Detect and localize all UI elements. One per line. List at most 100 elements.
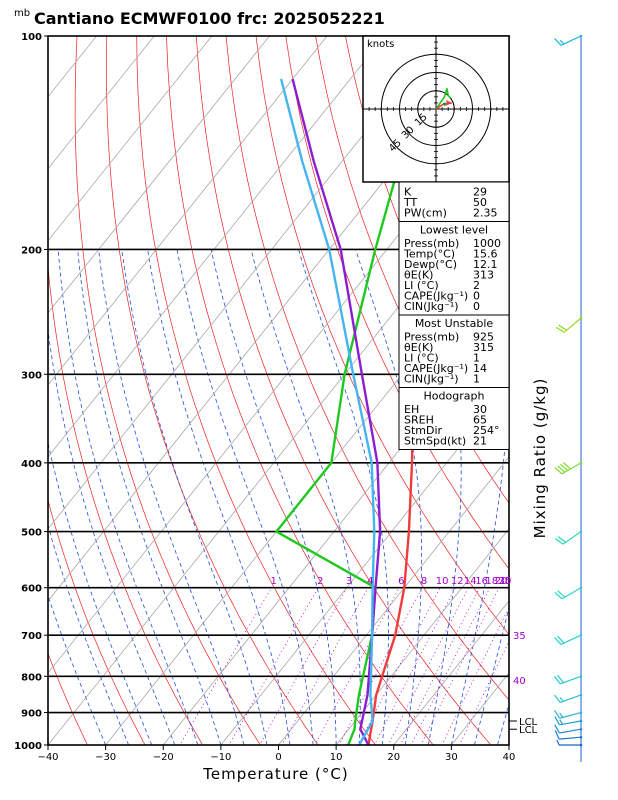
wind-barb-staff	[561, 587, 582, 600]
mixing-ratio-line	[314, 587, 400, 745]
wind-barb-feather	[554, 37, 562, 46]
hodograph-ring	[380, 53, 492, 165]
dry-adiabat-line	[554, 36, 618, 760]
moist-adiabat-line	[121, 249, 268, 745]
wind-barb-feather	[554, 730, 560, 740]
wind-barb-feather	[554, 710, 561, 719]
mixing-ratio-label: 18	[485, 576, 498, 587]
index-value: 313	[473, 269, 494, 282]
isotherm-line	[393, 600, 509, 745]
hodograph-ring	[417, 90, 455, 128]
wind-barb-dot	[579, 461, 583, 465]
wind-barb-staff	[563, 317, 582, 333]
index-section-header: Lowest level	[420, 224, 488, 237]
wind-barb-staff	[561, 462, 582, 475]
wind-barb-half-feather	[559, 696, 564, 702]
wind-barb	[554, 633, 583, 646]
wind-barb-dot	[579, 530, 583, 533]
index-section-box	[398, 181, 510, 222]
mixing-ratio-label: 25	[499, 576, 512, 587]
index-label: K	[404, 186, 412, 199]
wind-barb	[553, 674, 583, 685]
mixing-ratio-label: 16	[475, 576, 488, 587]
wind-barb-feather	[554, 591, 563, 600]
mixing-ratio-label: 3	[346, 576, 352, 587]
wind-barb-feather	[553, 676, 561, 685]
mixing-ratio-line	[259, 587, 348, 745]
dry-adiabat-line	[48, 263, 204, 745]
x-tick-label: 40	[503, 752, 516, 763]
wind-barb-dot	[579, 735, 583, 739]
index-value: 254°	[473, 424, 500, 437]
wind-barb-feather	[554, 637, 562, 645]
wind-barb-feather	[557, 590, 566, 598]
index-value: 30	[473, 403, 487, 416]
moist-adiabat-line	[210, 249, 337, 745]
wind-barb-staff	[559, 720, 582, 726]
wind-barb-half-feather	[556, 739, 560, 746]
wind-barb-feather	[563, 462, 571, 470]
dry-adiabat-line	[494, 36, 509, 78]
x-tick-label: 20	[387, 752, 400, 763]
dry-adiabat-line	[48, 498, 146, 745]
wind-barb-dot	[579, 316, 583, 320]
x-tick-label: −10	[210, 752, 231, 763]
wind-barb-dot	[579, 719, 583, 723]
wind-barb	[555, 316, 583, 333]
index-section-box	[398, 314, 510, 388]
dry-adiabat-line	[48, 652, 88, 745]
mixing-ratio-line	[441, 606, 509, 745]
mixing-ratio-label: 30	[499, 576, 512, 587]
profile-line	[291, 78, 382, 745]
wind-barb	[554, 730, 583, 740]
y-tick-label: 700	[21, 631, 42, 642]
mixing-ratio-label: 1	[270, 576, 276, 587]
mixing-ratio-line	[399, 587, 481, 745]
wind-barb	[554, 586, 583, 600]
wind-barb	[555, 530, 583, 545]
hodograph-arrowhead	[445, 99, 452, 106]
wind-barb-dot	[579, 727, 583, 731]
index-section-header: Most Unstable	[415, 317, 494, 330]
wind-barb-staff	[562, 531, 582, 545]
wind-barb-staff	[560, 694, 582, 704]
wind-barb-dot	[579, 743, 583, 747]
dry-adiabat-line	[285, 36, 509, 570]
index-label: TT	[403, 196, 418, 209]
dry-adiabat-line	[255, 36, 509, 636]
dry-adiabat-line	[584, 36, 618, 760]
y-tick-label: 1000	[14, 741, 42, 752]
y-tick-label: 300	[21, 370, 42, 381]
isotherm-line	[48, 36, 328, 386]
index-label: StmDir	[404, 424, 443, 437]
isotherm-line	[335, 528, 509, 745]
index-value: 315	[473, 341, 494, 354]
profile-line	[279, 78, 376, 745]
index-section-box	[398, 221, 510, 316]
index-value: 1000	[473, 237, 501, 250]
wind-barb-staff	[559, 711, 582, 719]
lcl-label: LCL	[519, 717, 538, 728]
wind-barb-feather	[555, 326, 565, 333]
wind-barb-dot	[579, 586, 583, 590]
pressure-unit-label: mb	[14, 8, 30, 19]
index-section-header: Hodograph	[424, 390, 485, 403]
wind-barb	[554, 34, 583, 46]
profile-line	[275, 36, 444, 745]
wind-barb-feather	[557, 674, 564, 684]
index-value: 12.1	[473, 258, 498, 271]
mixing-ratio-label: 6	[398, 576, 404, 587]
mixing-ratio-line	[387, 587, 469, 745]
mixing-ratio-label: 2	[317, 576, 323, 587]
dry-adiabat-line	[614, 36, 618, 760]
isotherm-line	[48, 36, 386, 458]
y-tick-label: 100	[21, 32, 42, 43]
wind-barb-dot	[579, 34, 583, 38]
index-value: 50	[473, 196, 487, 209]
index-value: 1	[473, 373, 480, 386]
mixing-ratio-line	[228, 587, 319, 745]
moist-adiabat-line	[48, 523, 130, 745]
lcl-label: LCL	[519, 725, 538, 736]
wind-barb-feather	[560, 463, 569, 472]
